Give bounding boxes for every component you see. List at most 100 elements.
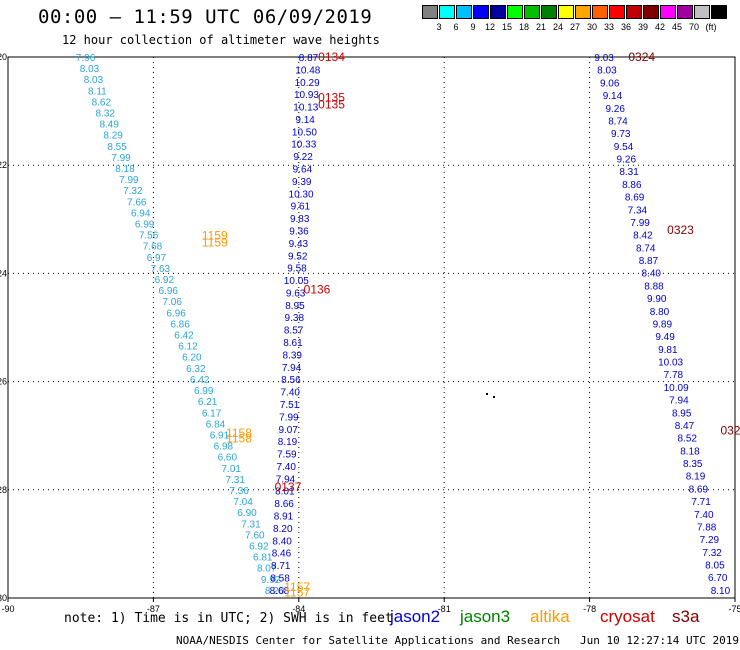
wave-height-label: 9.73 [611,129,631,140]
y-tick-label: -22 [0,160,7,170]
wave-height-label: 8.87 [299,53,319,64]
wave-height-label: 8.61 [283,338,303,349]
wave-height-label: 6.42 [190,375,210,386]
wave-height-label: 9.54 [614,142,634,153]
wave-height-label: 9.63 [286,288,306,299]
legend-swatch [575,5,591,19]
time-label: 0136 [304,283,331,297]
wave-height-label: 8.18 [680,446,700,457]
wave-height-label: 8.68 [270,586,290,597]
x-tick-label: -81 [438,604,451,614]
legend-swatch [473,5,489,19]
color-legend: 3 6 9 12 15 18 21 24 27 30 33 36 39 42 45 70 (ft) [422,5,727,33]
wave-height-label: 7.99 [279,412,299,423]
wave-height-label: 7.40 [280,388,300,399]
wave-height-label: 8.19 [686,472,706,483]
legend-label: 33 [603,22,614,32]
wave-height-label: 8.40 [272,536,292,547]
wave-height-label: 9.49 [655,332,675,343]
wave-height-label: 6.92 [249,541,269,552]
wave-height-label: 6.99 [194,386,214,397]
wave-height-label: 9.61 [291,202,311,213]
wave-height-label: 7.94 [669,396,689,407]
wave-height-label: 8.40 [641,269,661,280]
wave-height-label: 8.47 [675,421,695,432]
wave-height-label: 7.78 [664,370,684,381]
wave-height-label: 7.29 [700,535,720,546]
wave-height-label: 8.11 [88,86,107,97]
x-tick-label: -90 [1,604,14,614]
wave-height-label: 8.56 [281,375,301,386]
y-tick-label: -30 [0,593,7,603]
wave-height-label: 6.32 [186,364,206,375]
wave-height-label: 10.09 [664,383,689,394]
wave-height-label: 6.70 [708,573,728,584]
wave-height-label: 9.03 [594,53,614,64]
wave-height-label: 7.40 [276,462,296,473]
wave-height-label: 6.21 [198,397,218,408]
legend-label: 6 [453,22,459,32]
wave-height-label: 8.95 [285,301,305,312]
wave-height-label: 9.36 [289,226,309,237]
wave-height-label: 10.30 [289,189,314,200]
wave-height-label: 9.92 [261,575,281,586]
chart-subtitle: 12 hour collection of altimeter wave hei… [62,33,380,47]
time-label: 1157 [284,580,310,594]
legend-label: 39 [637,22,648,32]
wave-height-label: 7.04 [233,497,253,508]
wave-height-label: 8.29 [103,131,123,142]
wave-height-label: 6.92 [155,275,175,286]
wave-height-label: 8.86 [622,180,642,191]
wave-height-label: 8.95 [672,408,692,419]
wave-height-label: 7.94 [282,363,302,374]
wave-height-label: 7.32 [702,548,722,559]
wave-height-label: 10.50 [292,127,317,138]
legend-swatch [592,5,608,19]
wave-height-label: 8.20 [265,586,285,597]
credit-text: NOAA/NESDIS Center for Satellite Applica… [176,634,561,647]
wave-height-label: 9.06 [600,78,620,89]
legend-swatch [660,5,676,19]
wave-height-label: 8.66 [274,499,294,510]
wave-height-label: 8.71 [271,561,291,572]
legend-swatch [677,5,693,19]
wave-height-label: 7.68 [143,242,163,253]
legend-label: 30 [586,22,597,32]
chart-title: 00:00 – 11:59 UTC 06/09/2019 [38,6,373,28]
wave-height-label: 8.32 [96,109,116,120]
wave-height-label: 8.03 [80,64,100,75]
wave-height-label: 9.39 [292,177,312,188]
wave-height-label: 8.49 [99,120,119,131]
wave-height-label: 9.14 [295,115,315,126]
wave-height-label: 8.07 [257,564,277,575]
wave-height-label: 7.71 [691,497,711,508]
wave-height-label: 6.98 [214,442,234,453]
time-label: 0135 [318,91,345,105]
wave-height-label: 9.07 [278,425,298,436]
wave-height-label: 10.05 [284,276,309,287]
wave-height-label: 9.14 [603,91,623,102]
timestamp-text: Jun 10 12:27:14 UTC 2019 [580,634,739,647]
wave-height-label: 8.52 [677,434,697,445]
wave-height-label: 7.01 [222,464,242,475]
wave-height-label: 8.18 [115,164,135,175]
wave-height-label: 9.90 [647,294,667,305]
wave-height-label: 6.86 [170,319,190,330]
y-tick-label: -28 [0,485,7,495]
wave-height-label: 7.51 [280,400,300,411]
wave-height-label: 7.99 [119,175,139,186]
time-label: 1158 [226,431,252,445]
wave-height-label: 8.80 [650,307,670,318]
legend-swatch [711,5,727,19]
wave-height-label: 8.35 [683,459,703,470]
wave-height-label: 10.03 [658,358,683,369]
wave-height-label: 7.31 [225,475,245,486]
wave-height-label: 8.91 [274,512,294,523]
legend-swatch [694,5,710,19]
wave-height-label: 8.69 [689,484,709,495]
wave-height-label: 6.12 [178,342,198,353]
wave-height-label: 9.26 [605,104,625,115]
legend-label: 18 [518,22,529,32]
data-point [486,393,488,395]
